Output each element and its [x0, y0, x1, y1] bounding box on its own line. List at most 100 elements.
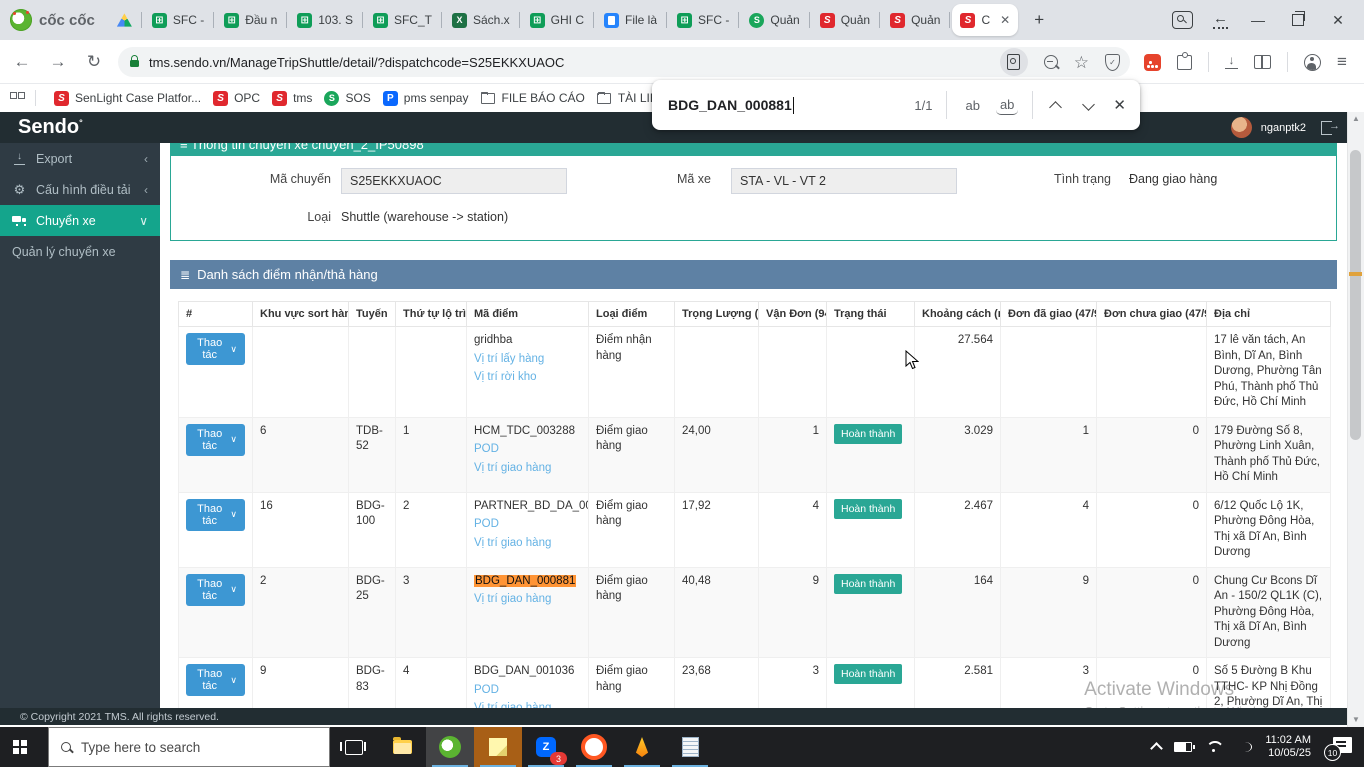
thao-tac-button[interactable]: Thao tác ∨ [186, 573, 245, 606]
point-link[interactable]: Vị trí lấy hàng [474, 352, 545, 365]
point-link[interactable]: Vị trí giao hàng [474, 461, 552, 474]
scroll-down-arrow[interactable]: ▼ [1352, 715, 1360, 724]
browser-tab[interactable]: SFC_T [363, 0, 442, 40]
scroll-up-arrow[interactable]: ▲ [1352, 114, 1360, 123]
sidebar-item[interactable]: Chuyển xe ∨ [0, 205, 168, 236]
search-tabs-icon[interactable] [1172, 11, 1193, 29]
bookmark-item[interactable]: SenLight Case Platfor... [48, 90, 207, 106]
sidebar-item[interactable]: Quản lý chuyển xe [0, 236, 160, 267]
sidebar-item[interactable]: ↓ Export ‹ [0, 143, 160, 174]
search-placeholder: Type here to search [81, 739, 201, 755]
taskbar-clock[interactable]: 11:02 AM 10/05/25 [1265, 734, 1311, 760]
maximize-button[interactable] [1292, 11, 1305, 26]
ma-chuyen-input[interactable] [341, 168, 567, 194]
bookmark-item[interactable]: FILE BÁO CÁO [474, 91, 590, 106]
tab-favicon [604, 12, 619, 28]
taskbar-app-button[interactable] [330, 727, 378, 767]
find-next-icon[interactable] [1082, 97, 1096, 111]
find-in-page-indicator[interactable] [999, 48, 1028, 76]
browser-tab[interactable]: Sách.x [442, 0, 520, 40]
browser-tab[interactable]: SFC - [142, 0, 215, 40]
bookmark-item[interactable]: tms [266, 90, 318, 106]
browser-tab[interactable]: Đầu n [214, 0, 288, 40]
taskbar-app-button[interactable] [378, 727, 426, 767]
point-link[interactable]: POD [474, 518, 499, 531]
close-window-button[interactable]: ✕ [1332, 11, 1344, 28]
find-previous-icon[interactable] [1049, 100, 1063, 114]
point-link[interactable]: Vị trí rời kho [474, 371, 537, 384]
thao-tac-button[interactable]: Thao tác ∨ [186, 333, 245, 365]
wifi-icon[interactable] [1205, 741, 1221, 753]
point-link[interactable]: Vị trí giao hàng [474, 536, 552, 549]
thao-tac-button[interactable]: Thao tác ∨ [186, 423, 245, 456]
whole-word-toggle[interactable]: ab [995, 95, 1019, 115]
browser-tab[interactable] [107, 0, 142, 40]
bookmark-star-icon[interactable]: ☆ [1073, 52, 1089, 72]
match-case-toggle[interactable]: ab [965, 97, 980, 113]
start-button[interactable] [0, 727, 48, 767]
new-tab-button[interactable]: + [1034, 10, 1045, 29]
bookmark-item[interactable]: SOS [318, 90, 376, 106]
user-avatar[interactable] [1230, 117, 1252, 138]
browser-tab[interactable]: Quản [810, 0, 881, 40]
back-button[interactable]: ← [13, 52, 31, 71]
thao-tac-button[interactable]: Thao tác ∨ [186, 664, 245, 697]
find-close-icon[interactable]: ✕ [1113, 97, 1126, 114]
bookmark-label: OPC [234, 91, 261, 105]
browser-tab[interactable]: File là [594, 0, 668, 40]
split-view-icon[interactable] [1254, 55, 1271, 69]
browser-tab[interactable]: SFC - [667, 0, 740, 40]
reload-button[interactable]: ↻ [86, 52, 102, 71]
sidebar-item[interactable]: ⚙ Cấu hình điều tải ‹ [0, 174, 160, 205]
scrollbar-thumb[interactable] [1350, 150, 1361, 440]
volume-icon[interactable] [1234, 741, 1253, 753]
extension-red-icon[interactable] [1144, 53, 1161, 71]
secure-lock-icon[interactable] [130, 55, 139, 67]
battery-icon[interactable] [1174, 742, 1196, 752]
browser-tab[interactable]: Quản [880, 0, 951, 40]
taskbar-app-button[interactable] [618, 727, 666, 767]
apps-grid-icon[interactable] [10, 91, 25, 105]
sidebar-item-icon: ↓ [12, 151, 27, 165]
profile-icon[interactable] [1304, 53, 1321, 71]
bookmark-item[interactable]: pms senpay [377, 90, 475, 106]
caret-down-icon: ∨ [230, 584, 237, 595]
downloads-icon[interactable]: ↓ [1225, 54, 1238, 69]
point-link[interactable]: POD [474, 443, 499, 456]
status-badge: Hoàn thành [834, 664, 903, 685]
tray-overflow-chevron-icon[interactable] [1150, 742, 1164, 755]
page-scrollbar[interactable]: ▲ ▼ [1347, 112, 1364, 727]
recently-closed-icon[interactable]: ← [1213, 9, 1228, 29]
taskbar-app-button[interactable] [570, 727, 618, 767]
taskbar-app-button[interactable] [426, 727, 474, 767]
browser-menu-icon[interactable]: ≡ [1337, 52, 1347, 71]
taskbar-app-button[interactable] [666, 727, 714, 767]
bookmark-item[interactable]: OPC [207, 90, 266, 106]
find-query-input[interactable]: BDG_DAN_000881 [668, 97, 792, 113]
shield-icon[interactable]: ✓ [1105, 53, 1120, 71]
notification-center-button[interactable]: 10 [1324, 735, 1354, 761]
forward-button[interactable]: → [49, 52, 67, 71]
taskbar-search-box[interactable]: Type here to search [48, 727, 330, 767]
browser-tab[interactable]: Quản [739, 0, 811, 40]
taskbar-app-button[interactable]: 3 [522, 727, 570, 767]
ma-xe-label: Mã xe [676, 172, 711, 186]
taskbar-app-button[interactable] [474, 727, 522, 767]
cell-orders: 1 [758, 416, 827, 493]
extensions-puzzle-icon[interactable] [1177, 51, 1192, 70]
browser-tab[interactable]: GHI C [520, 0, 595, 40]
ma-xe-input[interactable] [731, 168, 957, 194]
logout-icon[interactable] [1321, 120, 1340, 135]
point-link[interactable]: Vị trí giao hàng [474, 593, 552, 606]
browser-tab[interactable]: C ✕ [952, 4, 1019, 36]
zoom-out-icon[interactable] [1043, 55, 1058, 69]
address-bar[interactable]: tms.sendo.vn/ManageTripShuttle/detail/?d… [118, 47, 1130, 77]
browser-tab[interactable]: 103. S [287, 0, 363, 40]
thao-tac-button[interactable]: Thao tác ∨ [186, 498, 245, 531]
tab-close-icon[interactable]: ✕ [1000, 13, 1011, 27]
point-link[interactable]: Vị trí giao hàng [474, 701, 581, 708]
url-text[interactable]: tms.sendo.vn/ManageTripShuttle/detail/?d… [149, 54, 565, 70]
minimize-button[interactable]: — [1251, 12, 1265, 28]
divider [1287, 52, 1288, 72]
point-link[interactable]: POD [474, 683, 499, 696]
